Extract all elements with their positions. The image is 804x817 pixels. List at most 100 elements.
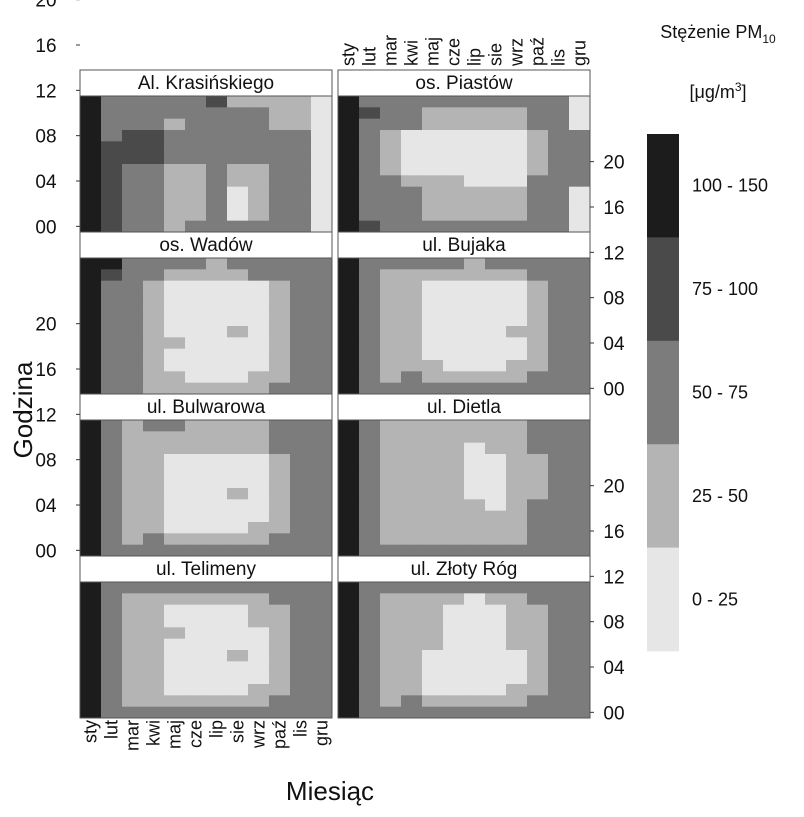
heatmap-cell: [164, 337, 186, 350]
heatmap-cell: [248, 303, 270, 316]
heatmap-cell: [443, 152, 465, 165]
heatmap-cell: [422, 209, 444, 222]
heatmap-cell: [548, 544, 570, 557]
heatmap-cell: [290, 706, 312, 719]
heatmap-cell: [143, 499, 165, 512]
heatmap-cell: [464, 382, 486, 395]
heatmap-cell: [311, 96, 333, 108]
heatmap-cell: [227, 593, 249, 606]
heatmap-cell: [164, 476, 186, 489]
heatmap-cell: [422, 175, 444, 188]
heatmap-cell: [527, 476, 549, 489]
heatmap-cell: [101, 420, 123, 432]
heatmap-cell: [359, 684, 381, 696]
heatmap-cell: [380, 582, 402, 594]
heatmap-cell: [443, 280, 465, 293]
heatmap-cell: [185, 420, 207, 432]
heatmap-cell: [485, 510, 507, 523]
heatmap-cell: [185, 348, 207, 361]
heatmap-cell: [122, 544, 144, 557]
heatmap-cell: [422, 695, 444, 708]
heatmap-cell: [464, 220, 486, 233]
heatmap-cell: [548, 672, 570, 685]
heatmap-cell: [485, 499, 507, 512]
heatmap-cell: [443, 454, 465, 466]
heatmap-cell: [485, 593, 507, 606]
heatmap-cell: [422, 499, 444, 512]
panel-6: ul. Dietla: [337, 393, 591, 557]
heatmap-cell: [122, 604, 144, 617]
heatmap-cell: [290, 616, 312, 628]
heatmap-cell: [164, 431, 186, 444]
heatmap-cell: [227, 209, 249, 222]
heatmap-cell: [548, 280, 570, 293]
hour-tick-label: 12: [603, 243, 624, 264]
heatmap-cell: [422, 650, 444, 662]
heatmap-cell: [164, 510, 186, 523]
heatmap-cell: [185, 96, 207, 108]
heatmap-cell: [143, 371, 165, 384]
heatmap-cell: [164, 661, 186, 674]
heatmap-cell: [269, 672, 291, 685]
heatmap-cell: [164, 269, 186, 282]
heatmap-cell: [80, 420, 102, 432]
heatmap-cell: [248, 382, 270, 395]
heatmap-cell: [290, 141, 312, 154]
heatmap-cell: [206, 198, 228, 210]
heatmap-cell: [227, 684, 249, 696]
heatmap-cell: [359, 152, 381, 165]
hour-tick-label: 08: [35, 127, 56, 148]
heatmap-cell: [206, 544, 228, 557]
heatmap-cell: [248, 152, 270, 165]
heatmap-cell: [548, 616, 570, 628]
heatmap-cell: [311, 141, 333, 154]
heatmap-cell: [290, 544, 312, 557]
heatmap-cell: [527, 593, 549, 606]
heatmap-cell: [359, 303, 381, 316]
heatmap-cell: [185, 337, 207, 350]
heatmap-cell: [185, 130, 207, 142]
heatmap-cell: [290, 292, 312, 304]
heatmap-cell: [143, 510, 165, 523]
heatmap-cell: [101, 522, 123, 534]
heatmap-cell: [80, 175, 102, 188]
heatmap-cell: [569, 280, 591, 293]
heatmap-cell: [143, 533, 165, 546]
heatmap-cell: [80, 326, 102, 338]
heatmap-cell: [422, 533, 444, 546]
heatmap-cell: [227, 198, 249, 210]
heatmap-cell: [269, 627, 291, 640]
heatmap-cell: [143, 269, 165, 282]
heatmap-cell: [443, 258, 465, 270]
heatmap-cell: [338, 130, 360, 142]
heatmap-cell: [527, 522, 549, 534]
heatmap-cell: [206, 164, 228, 176]
heatmap-cell: [506, 420, 528, 432]
heatmap-cell: [227, 616, 249, 628]
heatmap-cell: [206, 650, 228, 662]
heatmap-cell: [422, 269, 444, 282]
heatmap-cell: [401, 544, 423, 557]
heatmap-cell: [269, 269, 291, 282]
heatmap-cell: [548, 695, 570, 708]
heatmap-cell: [269, 96, 291, 108]
heatmap-cell: [527, 638, 549, 651]
heatmap-cell: [227, 220, 249, 233]
heatmap-cell: [506, 593, 528, 606]
heatmap-cell: [464, 616, 486, 628]
heatmap-cell: [269, 337, 291, 350]
heatmap-cell: [269, 348, 291, 361]
heatmap-cell: [290, 627, 312, 640]
heatmap-cell: [311, 638, 333, 651]
heatmap-cell: [422, 616, 444, 628]
heatmap-cell: [290, 360, 312, 372]
heatmap-cell: [269, 141, 291, 154]
heatmap-cell: [506, 118, 528, 131]
heatmap-cell: [101, 672, 123, 685]
heatmap-cell: [506, 96, 528, 108]
heatmap-cell: [443, 292, 465, 304]
legend-label: 100 - 150: [692, 176, 768, 196]
heatmap-cell: [338, 337, 360, 350]
heatmap-cell: [269, 292, 291, 304]
heatmap-cell: [485, 314, 507, 327]
